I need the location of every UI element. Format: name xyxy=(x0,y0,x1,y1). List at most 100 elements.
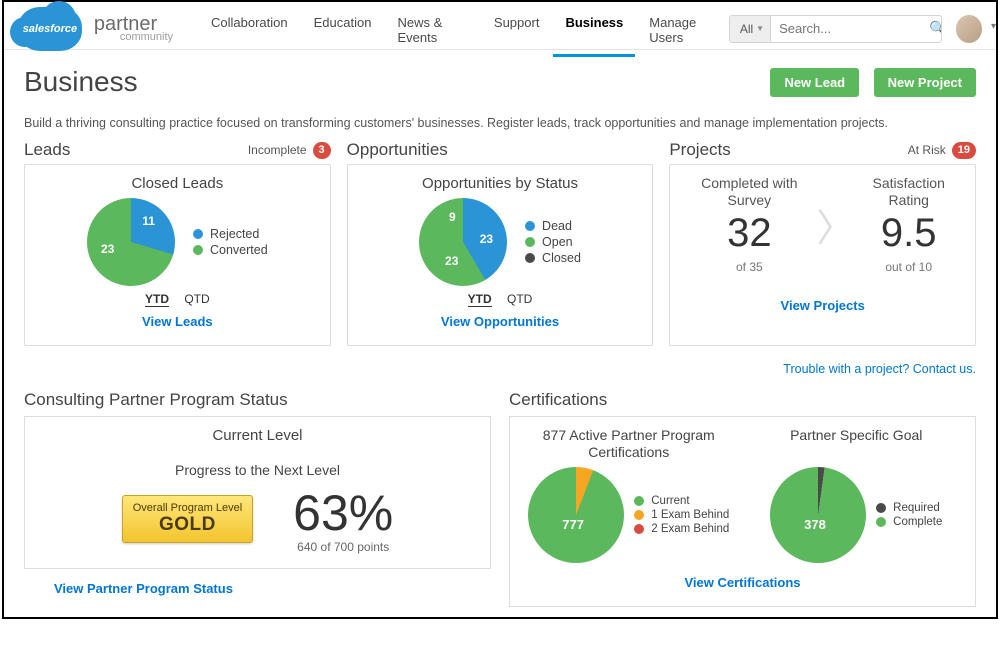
opps-section: Opportunities Opportunities by Status 23… xyxy=(347,140,654,346)
opps-slice-value-0: 23 xyxy=(480,232,493,246)
salesforce-logo: salesforce xyxy=(18,7,82,51)
certs-card: 877 Active Partner Program Certification… xyxy=(509,416,976,607)
legend-open: Open xyxy=(542,235,573,249)
view-leads-link[interactable]: View Leads xyxy=(142,314,213,329)
leads-card-title: Closed Leads xyxy=(37,175,318,192)
main-nav: Collaboration Education News & Events Su… xyxy=(199,1,729,57)
badge-level-text: GOLD xyxy=(133,514,242,536)
opps-pie-chart: 23 23 9 xyxy=(419,198,507,286)
new-project-button[interactable]: New Project xyxy=(874,68,976,97)
dot-icon xyxy=(876,503,886,513)
certs1-center-label: 777 xyxy=(562,517,584,532)
nav-business[interactable]: Business xyxy=(553,1,635,57)
legend-converted: Converted xyxy=(210,243,268,257)
search-icon[interactable]: 🔍 xyxy=(921,20,942,37)
opps-tab-qtd[interactable]: QTD xyxy=(507,292,532,306)
leg-1exam: 1 Exam Behind xyxy=(651,509,729,521)
opps-slice-value-2: 9 xyxy=(449,210,456,224)
search-scope-label: All xyxy=(740,22,753,36)
metric2-value: 9.5 xyxy=(854,211,963,256)
nav-support[interactable]: Support xyxy=(482,1,552,57)
topbar: salesforce partner community Collaborati… xyxy=(4,2,996,50)
badge-top-text: Overall Program Level xyxy=(133,502,242,514)
certs2-legend: Required Complete xyxy=(876,500,942,530)
program-heading: Consulting Partner Program Status xyxy=(24,390,491,410)
nav-collaboration[interactable]: Collaboration xyxy=(199,1,300,57)
nav-news-events[interactable]: News & Events xyxy=(385,1,479,57)
nav-education[interactable]: Education xyxy=(302,1,384,57)
projects-status-label: At Risk xyxy=(908,143,946,157)
leg-2exam: 2 Exam Behind xyxy=(651,523,729,535)
search-scope-dropdown[interactable]: All▼ xyxy=(730,16,771,42)
leads-heading: Leads xyxy=(24,140,70,160)
page-content: Business New Lead New Project Build a th… xyxy=(4,50,996,617)
lower-row: Consulting Partner Program Status Curren… xyxy=(24,390,976,607)
leads-status-badge: 3 xyxy=(313,142,331,159)
leads-slice-value-1: 23 xyxy=(101,242,114,256)
dot-icon xyxy=(876,517,886,527)
view-program-status-link[interactable]: View Partner Program Status xyxy=(54,581,233,596)
projects-section: Projects At Risk 19 Completed with Survey… xyxy=(669,140,976,346)
dot-icon xyxy=(634,496,644,506)
leg-required: Required xyxy=(893,502,940,514)
leads-tab-ytd[interactable]: YTD xyxy=(145,292,169,307)
view-projects-link[interactable]: View Projects xyxy=(781,298,865,313)
certs1-legend: Current 1 Exam Behind 2 Exam Behind xyxy=(634,493,729,537)
projects-status-badge: 19 xyxy=(952,142,976,159)
progress-percent: 63% xyxy=(293,484,393,542)
trouble-contact-link[interactable]: Trouble with a project? Contact us. xyxy=(24,362,976,376)
projects-heading: Projects xyxy=(669,140,730,160)
leads-tab-qtd[interactable]: QTD xyxy=(184,292,209,306)
certs-section: Certifications 877 Active Partner Progra… xyxy=(509,390,976,607)
dashboard-sections: Leads Incomplete 3 Closed Leads 11 23 Rej… xyxy=(24,140,976,346)
dot-icon xyxy=(525,221,535,231)
chevron-right-icon: 〉 xyxy=(816,197,854,252)
progress-label: Progress to the Next Level xyxy=(39,462,476,478)
title-bar: Business New Lead New Project xyxy=(24,66,976,98)
opps-slice-value-1: 23 xyxy=(445,254,458,268)
certs-pie-1: 777 xyxy=(528,467,624,563)
program-section: Consulting Partner Program Status Curren… xyxy=(24,390,491,607)
certs-col1-title: 877 Active Partner Program Certification… xyxy=(524,427,734,461)
certs-col2-title: Partner Specific Goal xyxy=(752,427,962,461)
leads-pie-chart: 11 23 xyxy=(87,198,175,286)
leads-status-label: Incomplete xyxy=(248,143,307,157)
opps-heading: Opportunities xyxy=(347,140,448,160)
dot-icon xyxy=(634,524,644,534)
progress-points: 640 of 700 points xyxy=(293,540,393,554)
certs-heading: Certifications xyxy=(509,390,976,410)
opps-legend: Dead Open Closed xyxy=(525,217,581,267)
community-word: community xyxy=(120,32,173,43)
legend-rejected: Rejected xyxy=(210,227,259,241)
user-avatar-menu[interactable] xyxy=(956,15,982,43)
leads-legend: Rejected Converted xyxy=(193,225,268,259)
dot-icon xyxy=(193,245,203,255)
new-lead-button[interactable]: New Lead xyxy=(770,68,859,97)
search-input[interactable] xyxy=(771,21,921,36)
legend-closed: Closed xyxy=(542,251,581,265)
search-box: All▼ 🔍 xyxy=(729,15,942,43)
program-card: Current Level Progress to the Next Level… xyxy=(24,416,491,569)
logo-text: salesforce xyxy=(23,23,77,35)
legend-dead: Dead xyxy=(542,219,572,233)
leads-card: Closed Leads 11 23 Rejected Converted YT… xyxy=(24,164,331,346)
dot-icon xyxy=(193,229,203,239)
dot-icon xyxy=(525,253,535,263)
opps-card: Opportunities by Status 23 23 9 Dead Ope… xyxy=(347,164,654,346)
view-certifications-link[interactable]: View Certifications xyxy=(684,575,800,590)
opps-card-title: Opportunities by Status xyxy=(360,175,641,192)
partner-label: partner community xyxy=(94,14,173,43)
view-opps-link[interactable]: View Opportunities xyxy=(441,314,559,329)
nav-manage-users[interactable]: Manage Users xyxy=(637,1,729,57)
gold-badge: Overall Program Level GOLD xyxy=(122,495,253,543)
opps-tab-ytd[interactable]: YTD xyxy=(468,292,492,307)
certs2-center-label: 378 xyxy=(804,517,826,532)
metric1-value: 32 xyxy=(682,211,816,256)
completed-survey-metric: Completed with Survey 32 of 35 xyxy=(682,175,816,274)
leg-complete: Complete xyxy=(893,516,942,528)
chevron-down-icon: ▼ xyxy=(756,24,764,33)
satisfaction-metric: Satisfaction Rating 9.5 out of 10 xyxy=(854,175,963,274)
page-subtitle: Build a thriving consulting practice foc… xyxy=(24,116,976,130)
metric2-title: Satisfaction Rating xyxy=(854,175,963,209)
certs-col2: Partner Specific Goal 378 Required Compl… xyxy=(752,427,962,563)
